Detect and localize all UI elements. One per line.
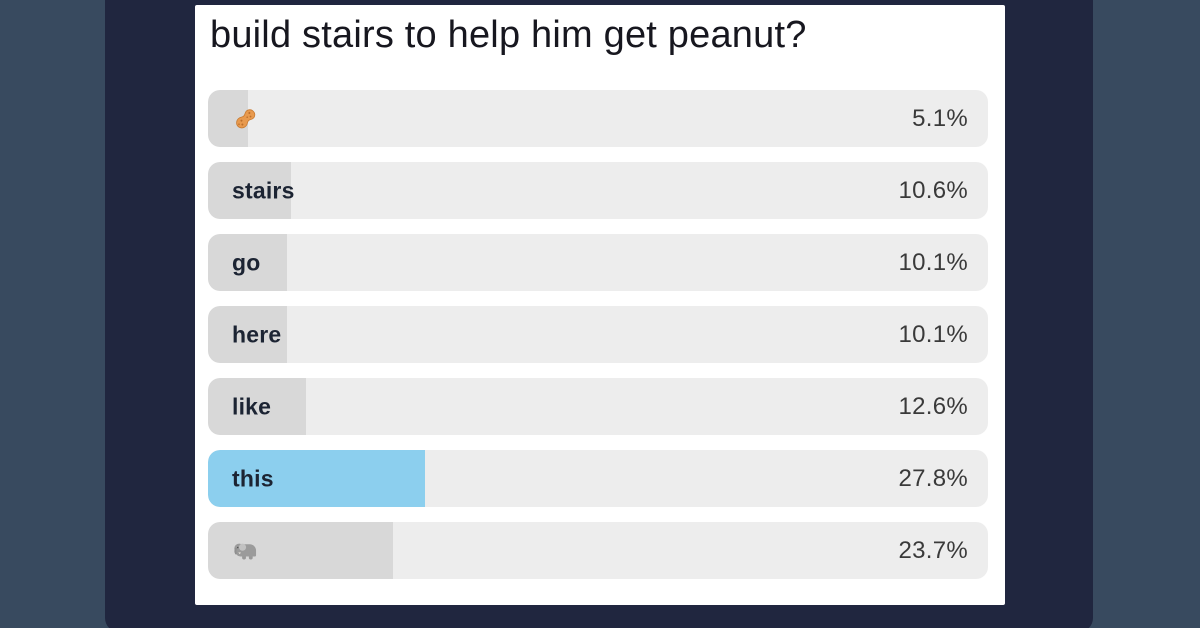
poll-option-label: here: [232, 321, 282, 347]
poll-option-percent: 10.1%: [898, 248, 968, 276]
poll-option-percent: 10.1%: [898, 320, 968, 348]
poll-card: build stairs to help him get peanut? 5.1…: [195, 5, 1005, 605]
poll-option-label: this: [232, 465, 274, 491]
poll-option-label: [232, 105, 259, 132]
poll-option-percent: 12.6%: [898, 392, 968, 420]
poll-option-row[interactable]: go 10.1%: [208, 234, 988, 291]
poll-option-row[interactable]: here 10.1%: [208, 306, 988, 363]
poll-option-label: stairs: [232, 177, 295, 203]
peanut-emoji-icon: [236, 108, 256, 128]
poll-option-percent: 27.8%: [898, 464, 968, 492]
poll-option-fill-bar: [208, 306, 287, 363]
poll-option-fill-bar: [208, 378, 307, 435]
poll-option-label: like: [232, 393, 272, 419]
poll-question-title: build stairs to help him get peanut?: [210, 14, 807, 56]
elephant-emoji-icon: [234, 543, 257, 559]
poll-option-label: go: [232, 249, 261, 275]
poll-options-list: 5.1% stairs 10.6% go 10.1% here 10.1% li…: [208, 90, 988, 579]
poll-option-percent: 5.1%: [912, 104, 968, 132]
poll-option-percent: 23.7%: [898, 536, 968, 564]
poll-option-row[interactable]: 23.7%: [208, 522, 988, 579]
poll-option-fill-bar: [208, 162, 291, 219]
poll-option-row[interactable]: 5.1%: [208, 90, 988, 147]
poll-option-row[interactable]: like 12.6%: [208, 378, 988, 435]
poll-option-fill-bar: [208, 450, 425, 507]
poll-option-label: [232, 537, 259, 564]
poll-option-row[interactable]: this 27.8%: [208, 450, 988, 507]
poll-option-fill-bar: [208, 234, 287, 291]
poll-option-percent: 10.6%: [898, 176, 968, 204]
poll-option-row[interactable]: stairs 10.6%: [208, 162, 988, 219]
